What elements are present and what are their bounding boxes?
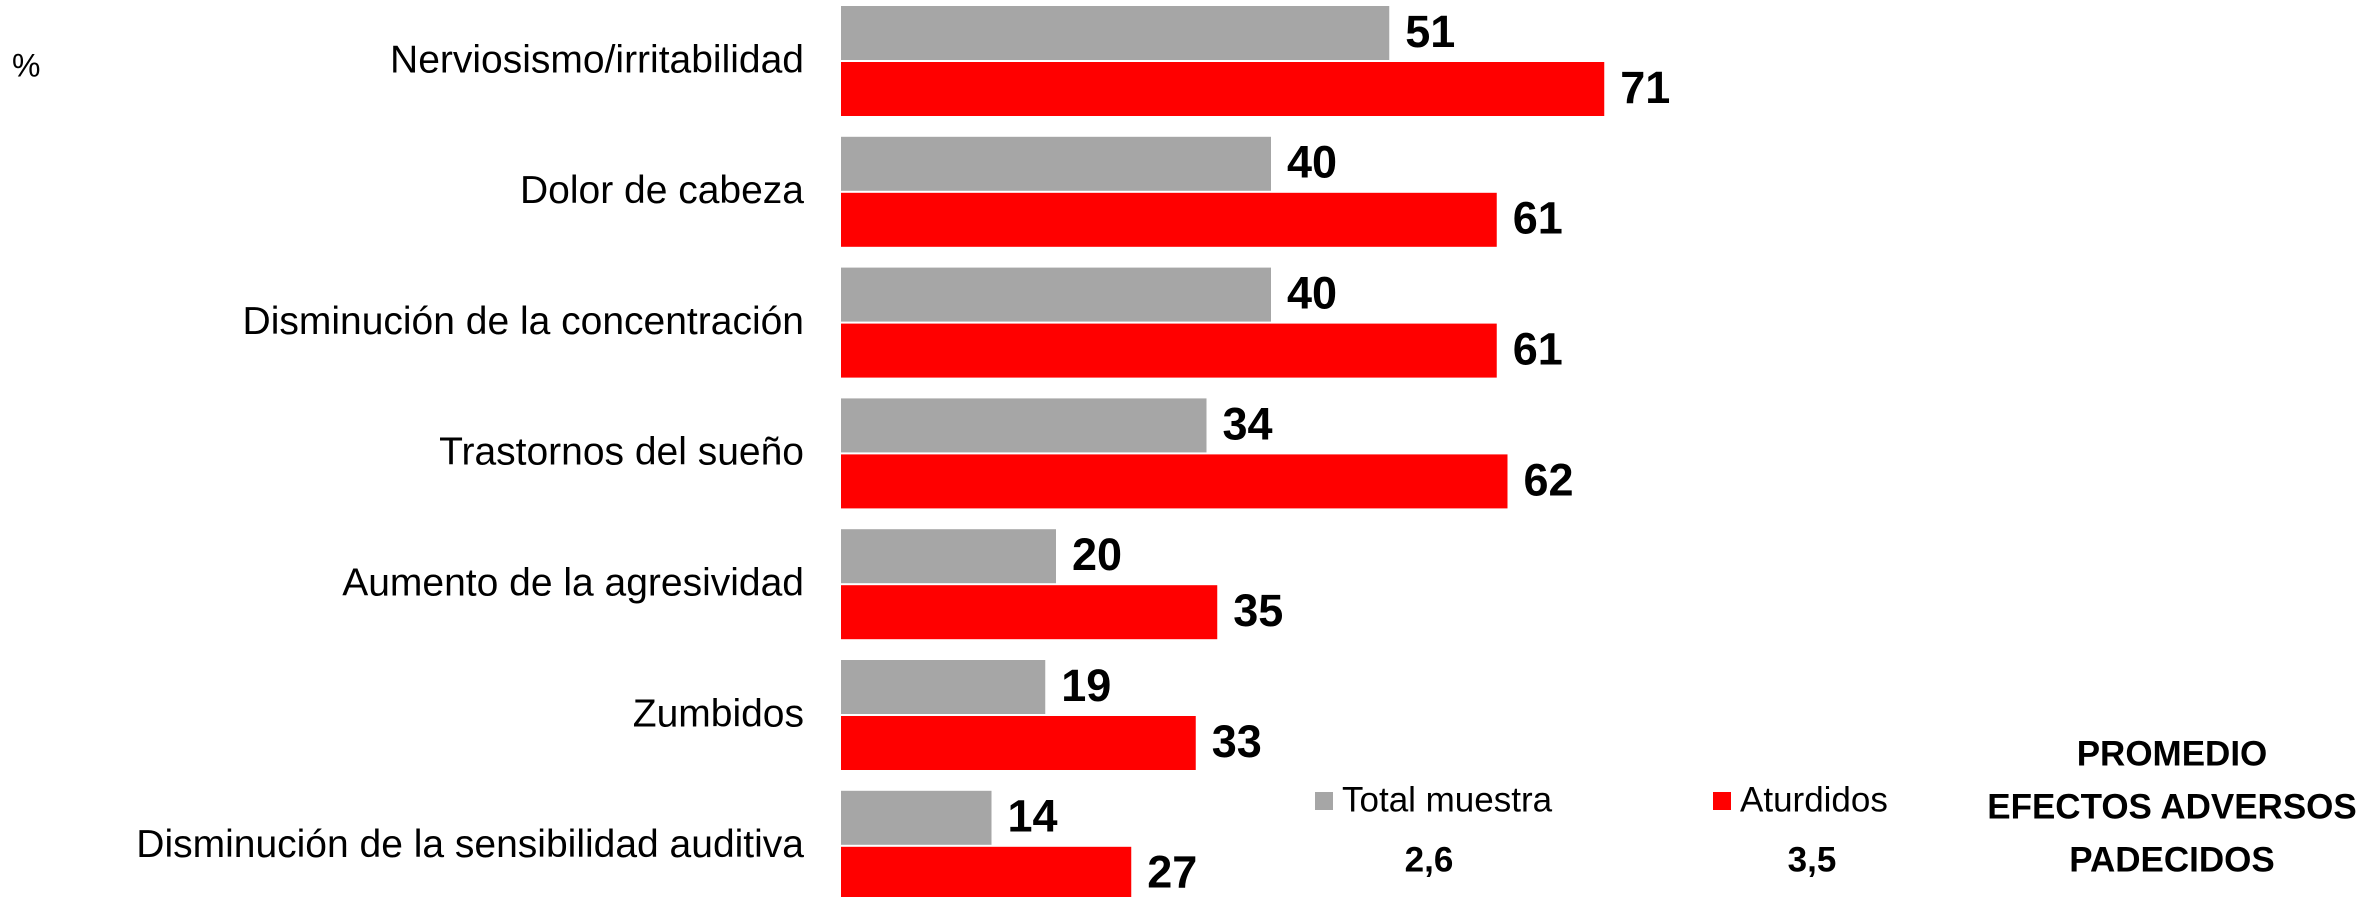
category-label: Nerviosismo/irritabilidad — [390, 38, 804, 81]
unit-label: % — [12, 47, 40, 83]
bar — [841, 716, 1196, 770]
bar — [841, 398, 1207, 453]
value-label: 27 — [1147, 847, 1197, 897]
value-label: 40 — [1287, 137, 1337, 188]
bar — [841, 62, 1605, 116]
legend-swatch — [1713, 792, 1731, 810]
bar — [841, 6, 1390, 60]
annotation: PADECIDOS — [2069, 840, 2275, 879]
bar — [841, 136, 1271, 191]
category-label: Trastornos del sueño — [439, 431, 804, 474]
value-label: 71 — [1620, 62, 1670, 113]
category-label: Dolor de cabeza — [520, 169, 804, 212]
value-label: 62 — [1524, 454, 1574, 505]
bar — [841, 192, 1497, 247]
value-label: 61 — [1513, 323, 1563, 374]
value-label: 33 — [1212, 716, 1262, 767]
average-value: 2,6 — [1405, 840, 1454, 879]
bar — [841, 454, 1508, 509]
annotation: PROMEDIO — [2077, 734, 2268, 773]
value-label: 34 — [1223, 398, 1273, 449]
annotation: EFECTOS ADVERSOS — [1987, 787, 2356, 826]
category-label: Aumento de la agresividad — [342, 561, 804, 604]
bar — [841, 529, 1056, 584]
category-label: Disminución de la concentración — [243, 300, 804, 343]
bar — [841, 846, 1132, 897]
average-value: 3,5 — [1788, 840, 1837, 879]
legend-label: Total muestra — [1342, 780, 1553, 819]
bar — [841, 323, 1497, 378]
value-label: 51 — [1405, 6, 1455, 57]
category-label: Disminución de la sensibilidad auditiva — [136, 823, 804, 866]
legend-label: Aturdidos — [1740, 780, 1888, 819]
value-label: 40 — [1287, 267, 1337, 318]
value-label: 61 — [1513, 193, 1563, 244]
bar — [841, 267, 1271, 322]
bar — [841, 585, 1218, 640]
legend-swatch — [1315, 792, 1333, 810]
value-label: 14 — [1008, 791, 1058, 842]
bar — [841, 790, 992, 845]
bar — [841, 660, 1046, 714]
value-label: 20 — [1072, 529, 1122, 580]
category-label: Zumbidos — [633, 692, 804, 735]
value-label: 35 — [1233, 585, 1283, 636]
value-label: 19 — [1061, 660, 1111, 711]
